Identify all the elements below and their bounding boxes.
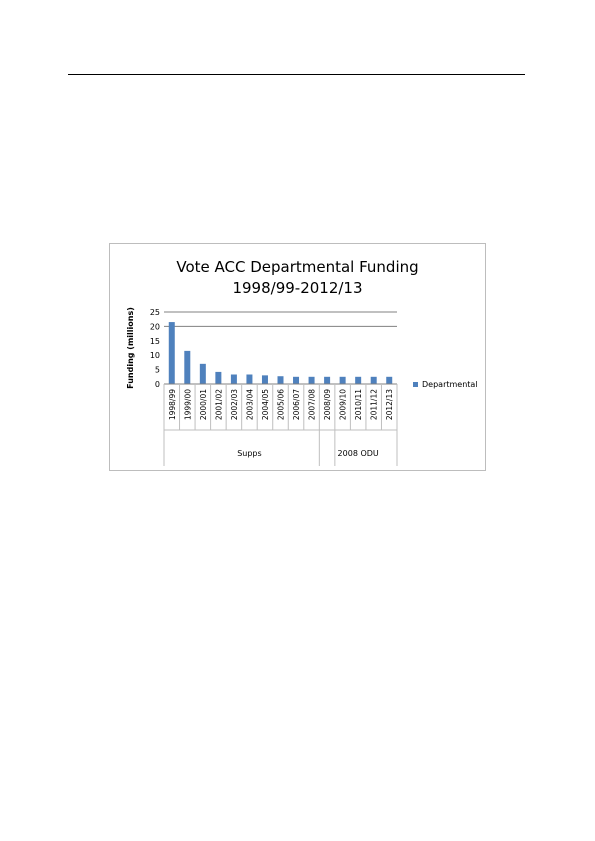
- y-tick-label: 20: [150, 322, 160, 331]
- y-tick-label: 25: [150, 308, 160, 317]
- x-tick-label: 2004/05: [261, 389, 270, 420]
- legend-label: Departmental: [422, 380, 478, 389]
- x-tick-label: 1998/99: [168, 389, 177, 420]
- y-tick-label: 5: [155, 366, 160, 375]
- legend-swatch: [413, 382, 418, 387]
- group-label: Supps: [237, 449, 261, 458]
- bar: [230, 374, 237, 384]
- group-label: 2008 ODU: [338, 449, 379, 458]
- x-tick-label: 1999/00: [183, 389, 192, 420]
- bar: [246, 374, 253, 384]
- bar: [215, 371, 222, 384]
- bar: [277, 376, 284, 384]
- bar: [324, 376, 331, 384]
- x-tick-label: 2011/12: [370, 389, 379, 420]
- x-tick-label: 2002/03: [230, 389, 239, 420]
- x-tick-label: 2003/04: [245, 389, 254, 420]
- bar: [370, 376, 377, 384]
- bar: [339, 376, 346, 384]
- x-tick-label: 2009/10: [339, 389, 348, 420]
- chart-plot: 0 5 10 15 20 25 Funding (millions) 1998/99 1999/…: [126, 307, 398, 466]
- bar: [293, 376, 300, 384]
- x-tick-label: 2001/02: [214, 389, 223, 420]
- chart-title-line-1: Vote ACC Departmental Funding: [176, 258, 419, 276]
- x-tick-label: 2010/11: [354, 389, 363, 420]
- chart-container: Vote ACC Departmental Funding 1998/99-20…: [109, 243, 486, 471]
- y-tick-label: 15: [150, 337, 160, 346]
- bar: [199, 363, 206, 384]
- bar: [261, 375, 268, 384]
- bar: [355, 376, 362, 384]
- x-tick-label: 2008/09: [323, 389, 332, 420]
- legend: Departmental: [413, 380, 478, 389]
- page-header-rule: [68, 74, 525, 75]
- chart-title-line-2: 1998/99-2012/13: [232, 279, 363, 297]
- bar: [168, 322, 175, 384]
- y-tick-label: 10: [150, 351, 160, 360]
- x-tick-label: 2000/01: [199, 389, 208, 420]
- y-tick-label: 0: [155, 380, 160, 389]
- x-tick-label: 2012/13: [385, 389, 394, 420]
- y-axis-title: Funding (millions): [126, 307, 135, 389]
- bar: [386, 376, 393, 384]
- x-tick-label: 2005/06: [277, 389, 286, 420]
- x-tick-label: 2007/08: [308, 389, 317, 420]
- bar: [308, 376, 315, 384]
- bar: [184, 350, 191, 384]
- x-tick-label: 2006/07: [292, 389, 301, 420]
